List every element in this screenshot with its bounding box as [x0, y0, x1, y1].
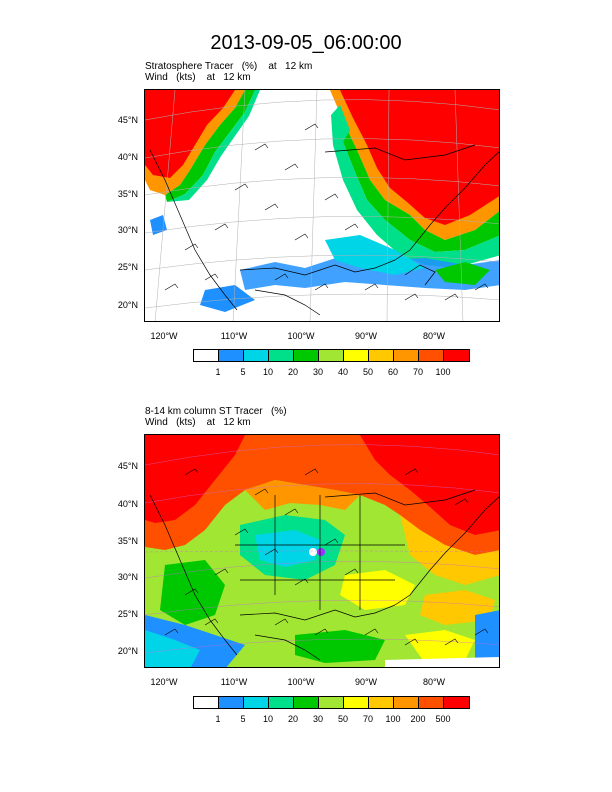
lon-label: 90°W: [354, 677, 378, 687]
colorbar-label: 40: [337, 367, 348, 377]
colorbar-label: 30: [312, 714, 323, 724]
panel2-colorbar: [193, 696, 470, 709]
colorbar-label: 10: [262, 367, 273, 377]
colorbar-label: 70: [412, 367, 423, 377]
colorbar-swatch: [319, 350, 344, 361]
lon-label: 110°W: [220, 677, 248, 687]
panel2-field-label: 8-14 km column ST Tracer (%): [145, 406, 287, 417]
colorbar-swatch: [369, 697, 394, 708]
lat-label: 20°N: [117, 300, 138, 310]
colorbar-swatch: [419, 350, 444, 361]
lat-label: 45°N: [117, 115, 138, 125]
colorbar-swatch: [319, 697, 344, 708]
lon-label: 100°W: [287, 331, 315, 341]
colorbar-swatch: [219, 350, 244, 361]
lon-label: 120°W: [150, 331, 178, 341]
colorbar-label: 60: [387, 367, 398, 377]
colorbar-label: 100: [435, 367, 451, 377]
colorbar-swatch: [419, 697, 444, 708]
colorbar-swatch: [444, 350, 469, 361]
lat-label: 25°N: [117, 609, 138, 619]
lat-label: 40°N: [117, 499, 138, 509]
lat-label: 30°N: [117, 225, 138, 235]
lon-label: 80°W: [422, 677, 446, 687]
tracer-region-south: [240, 255, 499, 290]
colorbar-label: 20: [287, 367, 298, 377]
colorbar-swatch: [344, 350, 369, 361]
lat-label: 45°N: [117, 461, 138, 471]
colorbar-label: 500: [435, 714, 451, 724]
colorbar-label: 10: [262, 714, 273, 724]
colorbar-label: 20: [287, 714, 298, 724]
colorbar-swatch: [194, 350, 219, 361]
colorbar-swatch: [294, 350, 319, 361]
colorbar-label: 1: [215, 367, 221, 377]
colorbar-swatch: [194, 697, 219, 708]
colorbar-label: 200: [410, 714, 426, 724]
colorbar-swatch: [394, 350, 419, 361]
colorbar-swatch: [444, 697, 469, 708]
colorbar-swatch: [294, 697, 319, 708]
colorbar-label: 1: [215, 714, 221, 724]
colorbar-label: 50: [362, 367, 373, 377]
lon-label: 100°W: [287, 677, 315, 687]
colorbar-label: 30: [312, 367, 323, 377]
colorbar-swatch: [269, 350, 294, 361]
colorbar-swatch: [394, 697, 419, 708]
panel1-colorbar: [193, 349, 470, 362]
colorbar-swatch: [344, 697, 369, 708]
lat-label: 20°N: [117, 646, 138, 656]
colorbar-swatch: [244, 350, 269, 361]
colorbar-swatch: [219, 697, 244, 708]
lat-label: 40°N: [117, 152, 138, 162]
panel2-wind-label: Wind (kts) at 12 km: [145, 417, 251, 428]
lat-label: 35°N: [117, 189, 138, 199]
colorbar-label: 5: [240, 367, 246, 377]
lon-label: 80°W: [422, 331, 446, 341]
colorbar-label: 50: [337, 714, 348, 724]
colorbar-label: 70: [362, 714, 373, 724]
map-title: 2013-09-05_06:00:00: [210, 32, 402, 54]
panel2-map: [144, 434, 500, 668]
lon-label: 110°W: [220, 331, 248, 341]
colorbar-swatch: [369, 350, 394, 361]
panel1-wind-label: Wind (kts) at 12 km: [145, 72, 251, 83]
panel1-map: [144, 89, 500, 322]
colorbar-label: 5: [240, 714, 246, 724]
lon-label: 90°W: [354, 331, 378, 341]
lat-label: 35°N: [117, 536, 138, 546]
lat-label: 30°N: [117, 572, 138, 582]
colorbar-label: 100: [385, 714, 401, 724]
lon-label: 120°W: [150, 677, 178, 687]
lat-label: 25°N: [117, 262, 138, 272]
colorbar-swatch: [269, 697, 294, 708]
colorbar-swatch: [244, 697, 269, 708]
panel1-field-label: Stratosphere Tracer (%) at 12 km: [145, 61, 313, 72]
